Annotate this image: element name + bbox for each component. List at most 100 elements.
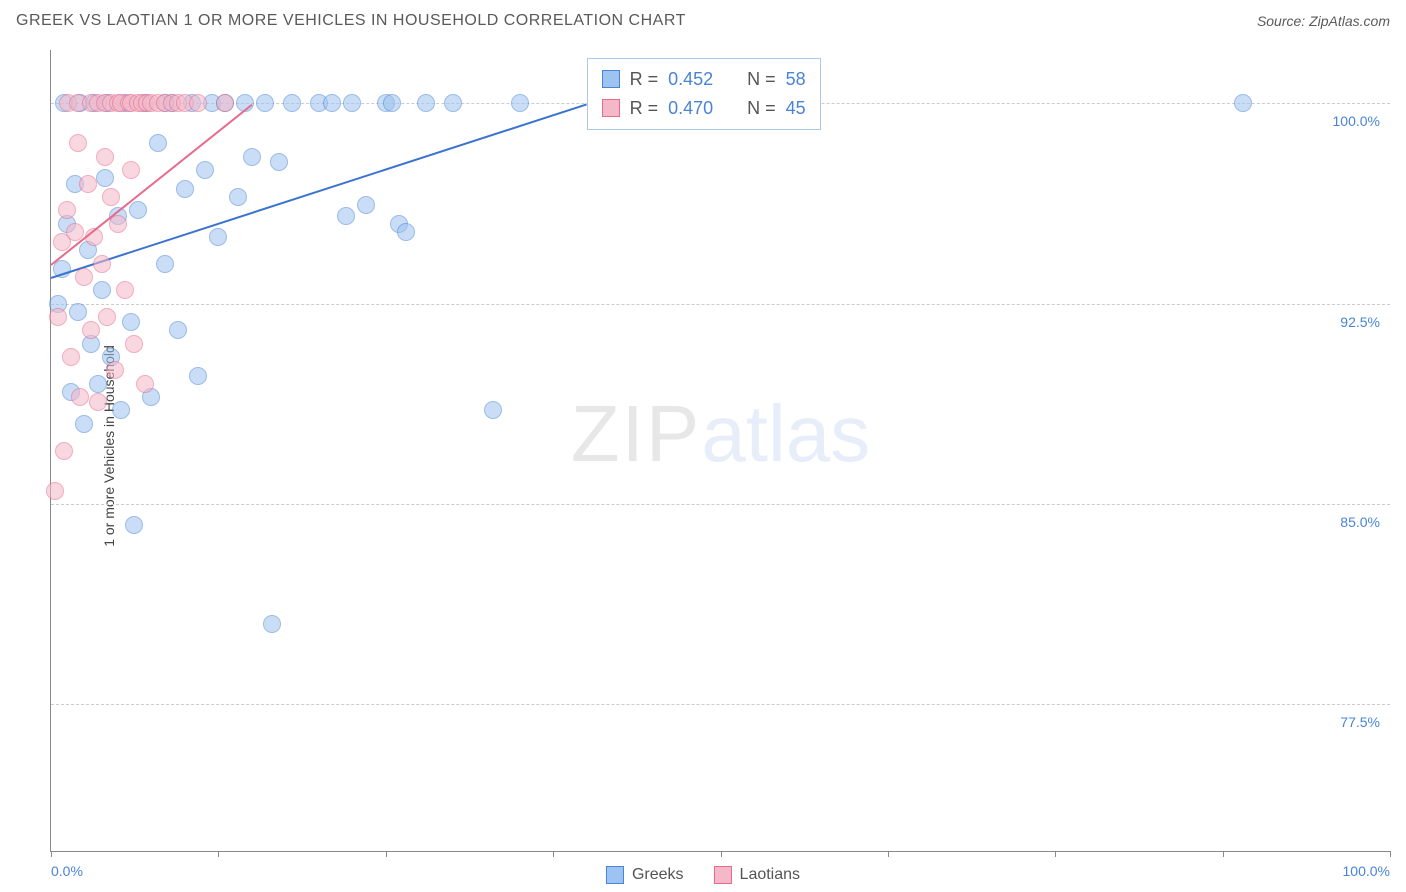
data-point bbox=[125, 335, 143, 353]
data-point bbox=[106, 361, 124, 379]
gridline bbox=[51, 304, 1390, 305]
gridline bbox=[51, 504, 1390, 505]
data-point bbox=[216, 94, 234, 112]
data-point bbox=[444, 94, 462, 112]
y-tick-label: 92.5% bbox=[1340, 314, 1380, 330]
data-point bbox=[337, 207, 355, 225]
watermark: ZIPatlas bbox=[571, 388, 870, 480]
data-point bbox=[93, 281, 111, 299]
x-tick bbox=[721, 851, 722, 857]
n-value: 58 bbox=[786, 65, 806, 94]
y-tick-label: 100.0% bbox=[1333, 113, 1380, 129]
data-point bbox=[89, 393, 107, 411]
data-point bbox=[102, 188, 120, 206]
n-label: N = bbox=[747, 94, 776, 123]
data-point bbox=[149, 134, 167, 152]
data-point bbox=[69, 303, 87, 321]
r-label: R = bbox=[630, 65, 659, 94]
x-tick bbox=[1055, 851, 1056, 857]
x-tick bbox=[553, 851, 554, 857]
data-point bbox=[417, 94, 435, 112]
data-point bbox=[122, 313, 140, 331]
r-value: 0.470 bbox=[668, 94, 713, 123]
data-point bbox=[397, 223, 415, 241]
watermark-atlas: atlas bbox=[701, 389, 870, 478]
data-point bbox=[122, 161, 140, 179]
bottom-legend: Greeks Laotians bbox=[606, 866, 800, 884]
x-tick-label: 100.0% bbox=[1343, 863, 1390, 879]
data-point bbox=[98, 308, 116, 326]
y-tick-label: 77.5% bbox=[1340, 714, 1380, 730]
data-point bbox=[243, 148, 261, 166]
x-tick bbox=[1223, 851, 1224, 857]
data-point bbox=[484, 401, 502, 419]
legend-label-greeks: Greeks bbox=[632, 866, 684, 884]
r-value: 0.452 bbox=[668, 65, 713, 94]
stats-swatch bbox=[602, 99, 620, 117]
r-label: R = bbox=[630, 94, 659, 123]
data-point bbox=[79, 175, 97, 193]
data-point bbox=[96, 169, 114, 187]
data-point bbox=[46, 482, 64, 500]
data-point bbox=[511, 94, 529, 112]
chart-title: GREEK VS LAOTIAN 1 OR MORE VEHICLES IN H… bbox=[16, 12, 686, 30]
y-tick-label: 85.0% bbox=[1340, 514, 1380, 530]
legend-swatch-laotians bbox=[714, 866, 732, 884]
data-point bbox=[283, 94, 301, 112]
stats-swatch bbox=[602, 70, 620, 88]
gridline bbox=[51, 704, 1390, 705]
trend-line bbox=[51, 103, 587, 278]
stats-row: R = 0.452 N = 58 bbox=[602, 65, 806, 94]
data-point bbox=[357, 196, 375, 214]
data-point bbox=[256, 94, 274, 112]
legend-item-laotians: Laotians bbox=[714, 866, 801, 884]
x-tick bbox=[888, 851, 889, 857]
data-point bbox=[96, 148, 114, 166]
legend-item-greeks: Greeks bbox=[606, 866, 684, 884]
stats-legend: R = 0.452 N = 58 R = 0.470 N = 45 bbox=[587, 58, 821, 130]
x-tick bbox=[386, 851, 387, 857]
data-point bbox=[71, 388, 89, 406]
data-point bbox=[196, 161, 214, 179]
n-value: 45 bbox=[786, 94, 806, 123]
n-label: N = bbox=[747, 65, 776, 94]
data-point bbox=[69, 134, 87, 152]
data-point bbox=[169, 321, 187, 339]
stats-row: R = 0.470 N = 45 bbox=[602, 94, 806, 123]
data-point bbox=[209, 228, 227, 246]
data-point bbox=[343, 94, 361, 112]
data-point bbox=[93, 255, 111, 273]
data-point bbox=[176, 180, 194, 198]
data-point bbox=[229, 188, 247, 206]
legend-label-laotians: Laotians bbox=[740, 866, 801, 884]
data-point bbox=[129, 201, 147, 219]
watermark-zip: ZIP bbox=[571, 389, 701, 478]
data-point bbox=[383, 94, 401, 112]
data-point bbox=[136, 375, 154, 393]
data-point bbox=[189, 367, 207, 385]
data-point bbox=[1234, 94, 1252, 112]
x-tick bbox=[51, 851, 52, 857]
data-point bbox=[323, 94, 341, 112]
data-point bbox=[75, 268, 93, 286]
x-tick bbox=[1390, 851, 1391, 857]
data-point bbox=[62, 348, 80, 366]
data-point bbox=[75, 415, 93, 433]
data-point bbox=[49, 308, 67, 326]
data-point bbox=[58, 201, 76, 219]
legend-swatch-greeks bbox=[606, 866, 624, 884]
data-point bbox=[189, 94, 207, 112]
data-point bbox=[82, 321, 100, 339]
data-point bbox=[112, 401, 130, 419]
data-point bbox=[156, 255, 174, 273]
source-label: Source: ZipAtlas.com bbox=[1257, 13, 1390, 29]
data-point bbox=[55, 442, 73, 460]
data-point bbox=[125, 516, 143, 534]
x-tick bbox=[218, 851, 219, 857]
scatter-chart: ZIPatlas 77.5%85.0%92.5%100.0%0.0%100.0%… bbox=[50, 50, 1390, 852]
data-point bbox=[89, 375, 107, 393]
data-point bbox=[263, 615, 281, 633]
data-point bbox=[270, 153, 288, 171]
x-tick-label: 0.0% bbox=[51, 863, 83, 879]
data-point bbox=[116, 281, 134, 299]
